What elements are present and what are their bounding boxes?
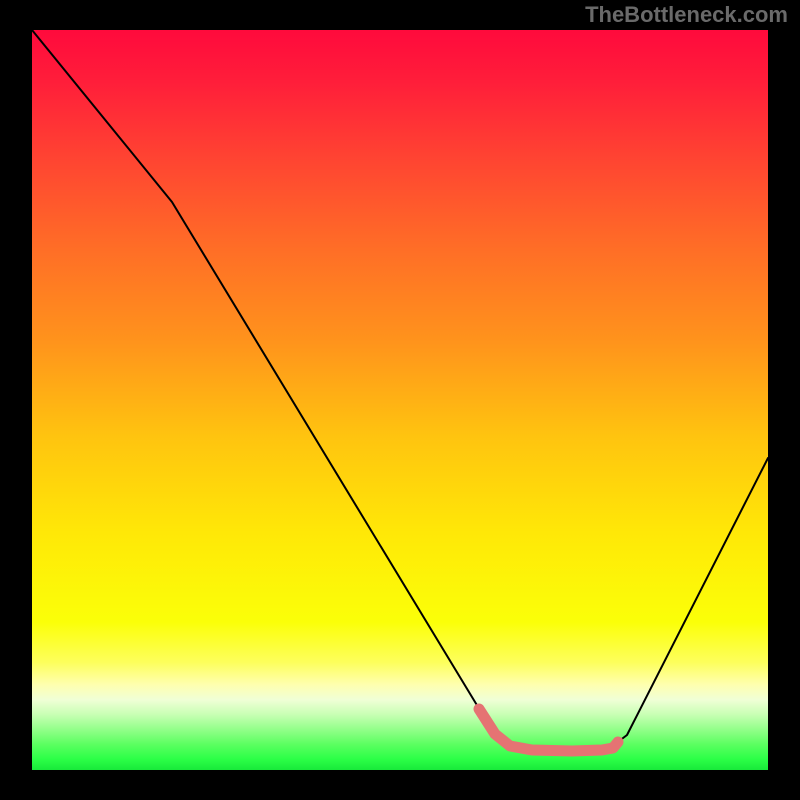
plot-area bbox=[32, 30, 768, 770]
chart-frame: TheBottleneck.com bbox=[0, 0, 800, 800]
plot-svg bbox=[32, 30, 768, 770]
watermark-text: TheBottleneck.com bbox=[585, 2, 788, 28]
background-gradient bbox=[32, 30, 768, 770]
